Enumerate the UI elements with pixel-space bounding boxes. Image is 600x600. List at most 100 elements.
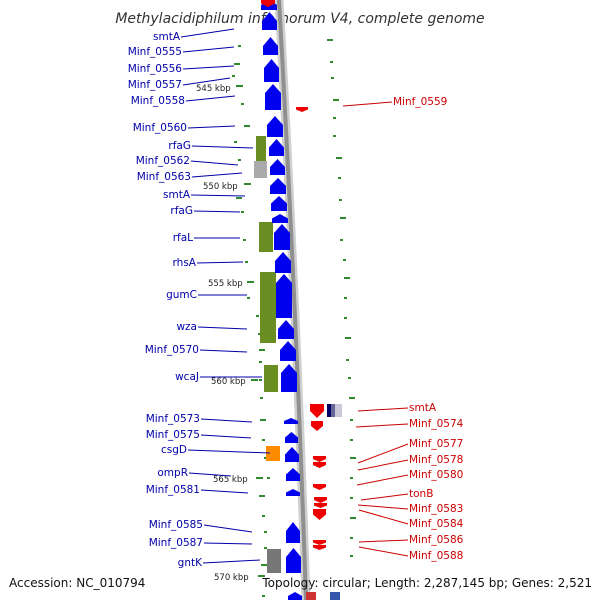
gc-skew-mark bbox=[340, 217, 346, 219]
leader-line bbox=[196, 261, 244, 264]
gc-skew-mark bbox=[256, 315, 259, 317]
gc-skew-mark bbox=[350, 477, 353, 479]
gc-skew-mark bbox=[330, 61, 333, 63]
gene-label-ompr: ompR bbox=[157, 467, 188, 479]
leader-line bbox=[355, 423, 409, 428]
kbp-tick-mark bbox=[256, 477, 263, 479]
leader-line bbox=[191, 172, 243, 178]
gc-skew-mark bbox=[338, 177, 341, 179]
forward-cds-arrow bbox=[265, 84, 281, 110]
gc-skew-mark bbox=[258, 333, 261, 335]
reverse-cds-arrow bbox=[313, 462, 326, 468]
gene-label-minf_0587: Minf_0587 bbox=[149, 537, 203, 549]
feature-track bbox=[232, 0, 356, 600]
gc-skew-mark bbox=[345, 337, 351, 339]
gc-skew-mark bbox=[264, 457, 267, 459]
gc-skew-mark bbox=[350, 457, 356, 459]
gene-label-minf_0574: Minf_0574 bbox=[409, 418, 464, 430]
cog-box bbox=[330, 592, 340, 600]
forward-cds-arrow bbox=[276, 274, 292, 318]
gene-label-minf_0563: Minf_0563 bbox=[137, 171, 191, 183]
kbp-tick-label: 545 kbp bbox=[196, 84, 231, 94]
leader-line bbox=[180, 28, 235, 38]
gc-skew-mark bbox=[346, 359, 349, 361]
reverse-cds-arrow bbox=[313, 545, 326, 550]
leader-line bbox=[182, 65, 235, 70]
forward-cds-arrow bbox=[270, 178, 286, 194]
gene-label-minf_0558: Minf_0558 bbox=[131, 95, 185, 107]
reverse-cds-arrow bbox=[296, 107, 308, 112]
gc-skew-mark bbox=[261, 564, 267, 566]
gc-skew-mark bbox=[259, 379, 262, 381]
leader-line bbox=[190, 194, 246, 197]
gene-label-minf_0555: Minf_0555 bbox=[128, 46, 182, 58]
gc-skew-mark bbox=[262, 515, 265, 517]
leader-line bbox=[358, 509, 409, 525]
kbp-tick-mark bbox=[247, 281, 254, 283]
kbp-tick-label: 570 kbp bbox=[214, 573, 249, 583]
gene-label-smta: smtA bbox=[153, 31, 181, 43]
gc-skew-mark bbox=[234, 63, 240, 65]
forward-cds-arrow bbox=[288, 592, 302, 600]
gc-skew-mark bbox=[260, 419, 266, 421]
forward-cds-arrow bbox=[284, 418, 298, 424]
gc-skew-mark bbox=[241, 211, 244, 213]
gene-label-minf_0557: Minf_0557 bbox=[128, 79, 182, 91]
gene-label-rfag: rfaG bbox=[168, 140, 191, 152]
forward-cds-arrow bbox=[270, 159, 285, 175]
gene-label-minf_0573: Minf_0573 bbox=[146, 413, 200, 425]
leader-line bbox=[197, 326, 248, 330]
kbp-tick-label: 565 kbp bbox=[213, 475, 248, 485]
leader-line bbox=[188, 472, 232, 477]
gc-skew-mark bbox=[234, 141, 237, 143]
forward-cds-arrow bbox=[286, 548, 301, 573]
reverse-cds-arrow bbox=[313, 509, 326, 520]
gene-label-minf_0570: Minf_0570 bbox=[145, 344, 199, 356]
gene-label-minf_0581: Minf_0581 bbox=[146, 484, 200, 496]
kbp-tick-label: 560 kbp bbox=[211, 377, 246, 387]
reverse-cds-arrow bbox=[313, 456, 326, 462]
gc-skew-mark bbox=[343, 259, 346, 261]
leader-line bbox=[199, 349, 248, 353]
leader-line bbox=[187, 449, 271, 454]
backbone bbox=[277, 0, 308, 600]
gene-label-gumc: gumC bbox=[166, 289, 197, 301]
leader-line bbox=[358, 539, 409, 543]
gc-skew-mark bbox=[350, 439, 353, 441]
cog-box bbox=[331, 404, 335, 417]
reverse-cds-arrow bbox=[314, 503, 327, 508]
cog-box bbox=[335, 404, 342, 417]
gc-skew-mark bbox=[331, 77, 334, 79]
cog-box bbox=[259, 222, 273, 252]
gc-skew-mark bbox=[350, 537, 353, 539]
gc-skew-mark bbox=[327, 39, 333, 41]
gc-skew-mark bbox=[344, 297, 347, 299]
gene-label-minf_0580: Minf_0580 bbox=[409, 469, 463, 481]
reverse-cds-arrow bbox=[313, 484, 326, 490]
reverse-cds-arrow bbox=[311, 421, 323, 431]
forward-cds-arrow bbox=[286, 522, 300, 543]
forward-cds-arrow bbox=[286, 468, 300, 481]
gc-skew-mark bbox=[339, 199, 342, 201]
gc-skew-mark bbox=[232, 75, 235, 77]
forward-cds-arrow bbox=[286, 489, 300, 496]
gc-skew-mark bbox=[350, 555, 353, 557]
gc-skew-mark bbox=[333, 117, 336, 119]
gene-label-csgd: csgD bbox=[161, 444, 187, 456]
reverse-cds-arrow bbox=[313, 540, 326, 545]
reverse-cds-arrow bbox=[314, 497, 327, 503]
forward-cds-arrow bbox=[262, 12, 277, 30]
gene-label-minf_0562: Minf_0562 bbox=[136, 155, 190, 167]
cog-box bbox=[327, 404, 331, 417]
leader-line bbox=[357, 407, 409, 412]
reverse-cds-arrow bbox=[261, 0, 275, 7]
gene-label-smta: smtA bbox=[163, 189, 191, 201]
gene-label-minf_0560: Minf_0560 bbox=[133, 122, 187, 134]
map-title: Methylacidiphilum infernorum V4, complet… bbox=[115, 11, 484, 27]
gc-skew-mark bbox=[348, 377, 351, 379]
gene-label-smta: smtA bbox=[409, 402, 437, 414]
leader-line bbox=[191, 145, 254, 149]
cog-box bbox=[254, 161, 267, 178]
